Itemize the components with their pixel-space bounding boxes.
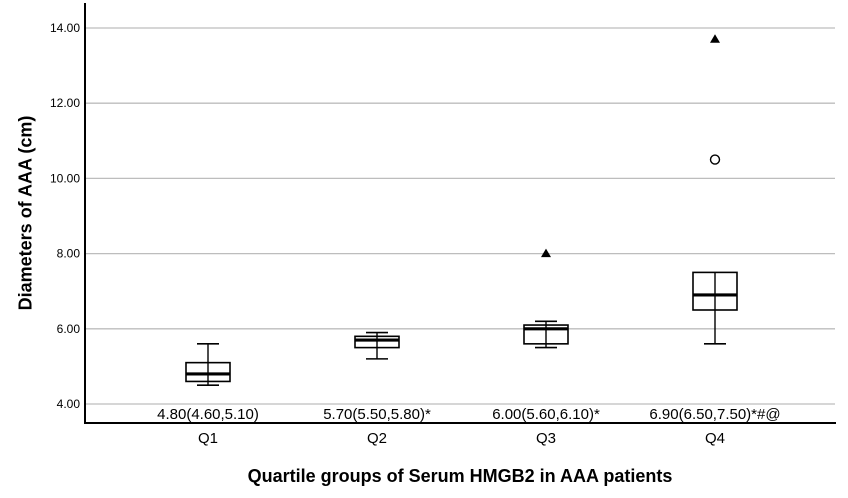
y-tick-label: 14.00 xyxy=(50,21,80,35)
category-label-q1: Q1 xyxy=(198,430,218,447)
box-annotation-q3: 6.00(5.60,6.10)* xyxy=(492,406,600,423)
y-tick-label: 10.00 xyxy=(50,171,80,185)
y-tick-label: 12.00 xyxy=(50,96,80,110)
y-tick-label: 4.00 xyxy=(57,397,81,411)
x-axis-title: Quartile groups of Serum HMGB2 in AAA pa… xyxy=(247,466,673,486)
box-annotation-q1: 4.80(4.60,5.10) xyxy=(157,406,259,423)
y-tick-label: 6.00 xyxy=(57,322,81,336)
box-annotation-q4: 6.90(6.50,7.50)*#@ xyxy=(649,406,780,423)
outlier-circle-q4 xyxy=(709,154,721,165)
category-label-q4: Q4 xyxy=(705,430,725,447)
category-label-q2: Q2 xyxy=(367,430,387,447)
box-annotation-q2: 5.70(5.50,5.80)* xyxy=(323,406,431,423)
y-tick-label: 8.00 xyxy=(57,247,81,261)
extreme-triangle-q3 xyxy=(541,248,551,258)
extreme-triangle-q4 xyxy=(710,34,720,43)
y-axis-title: Diameters of AAA (cm) xyxy=(15,115,36,311)
category-label-q3: Q3 xyxy=(536,430,556,447)
